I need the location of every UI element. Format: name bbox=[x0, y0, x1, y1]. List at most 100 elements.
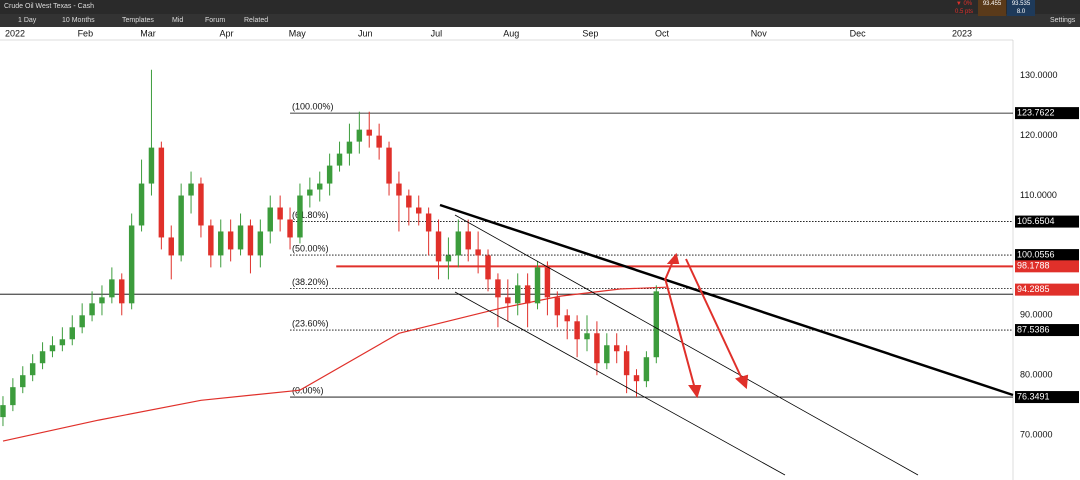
candles bbox=[0, 69, 660, 427]
candle-body bbox=[554, 297, 561, 316]
price-label-box bbox=[1015, 215, 1079, 228]
candle-body bbox=[465, 231, 471, 250]
candle-body bbox=[653, 291, 660, 358]
arrow bbox=[664, 277, 696, 390]
templates-button[interactable]: Templates bbox=[122, 17, 154, 24]
candle-body bbox=[49, 345, 56, 352]
candle-body bbox=[79, 315, 85, 328]
candle-body bbox=[247, 225, 254, 256]
arrow-head bbox=[688, 385, 702, 399]
x-tick-label: May bbox=[289, 28, 307, 38]
y-tick-label: 80.0000 bbox=[1020, 370, 1053, 380]
candle-body bbox=[643, 357, 650, 382]
x-tick-label: Dec bbox=[850, 28, 867, 38]
price-label: 98.1788 bbox=[1017, 261, 1050, 271]
price-label: 100.0556 bbox=[1017, 249, 1055, 259]
x-tick-label: 2023 bbox=[952, 28, 972, 38]
price-label: 87.5386 bbox=[1017, 324, 1050, 334]
change: ▼ 0% 0.5 pts bbox=[952, 0, 976, 16]
candle-body bbox=[613, 345, 620, 352]
x-tick-label: Sep bbox=[582, 28, 598, 38]
price-label: 76.3491 bbox=[1017, 391, 1050, 401]
fib-label: (23.60%) bbox=[292, 318, 329, 328]
candle-body bbox=[29, 363, 36, 376]
price-label: 105.6504 bbox=[1017, 216, 1055, 226]
ask[interactable]: 93.535 8.0 bbox=[1007, 0, 1035, 16]
candle-body bbox=[257, 231, 264, 256]
candle-body bbox=[386, 147, 392, 184]
candle-body bbox=[109, 279, 115, 298]
candle-body bbox=[128, 225, 135, 304]
candle-body bbox=[455, 231, 462, 256]
candle-body bbox=[524, 285, 531, 304]
spread: 8.0 bbox=[1016, 9, 1026, 15]
price-label: 123.7622 bbox=[1017, 107, 1055, 117]
candle-body bbox=[425, 213, 432, 232]
price-label-box bbox=[1015, 107, 1079, 120]
candle-body bbox=[544, 267, 551, 298]
channel-line bbox=[454, 291, 786, 476]
candle-body bbox=[297, 195, 303, 238]
x-tick-label: Nov bbox=[751, 28, 768, 38]
candle-body bbox=[534, 267, 541, 304]
settings-button[interactable]: Settings bbox=[1050, 17, 1076, 24]
fib-label: (38.20%) bbox=[292, 277, 329, 287]
button-row: 1 Day 10 Months Templates Mid Forum Rela… bbox=[0, 14, 1080, 27]
candle-body bbox=[514, 285, 521, 304]
candle-body bbox=[406, 195, 412, 208]
candle-body bbox=[89, 303, 95, 316]
change-pct: ▼ 0% bbox=[955, 1, 973, 7]
related-button[interactable]: Related bbox=[244, 17, 269, 24]
drawings: (100.00%) (61.80%) (50.00%) (38.20%) (23.60%… bbox=[0, 101, 1013, 442]
candle-body bbox=[416, 207, 422, 214]
price-label: 94.2885 bbox=[1017, 284, 1050, 294]
channel-line bbox=[454, 214, 919, 476]
candle-body bbox=[10, 387, 16, 406]
forum-button[interactable]: Forum bbox=[205, 17, 226, 24]
candle-body bbox=[604, 345, 610, 364]
range-button[interactable]: 10 Months bbox=[62, 17, 95, 24]
x-tick-label: Feb bbox=[78, 28, 94, 38]
arrows bbox=[664, 252, 749, 399]
candle-body bbox=[267, 207, 273, 232]
candle-body bbox=[505, 297, 511, 304]
x-tick-label: Apr bbox=[219, 28, 233, 38]
arrow-head bbox=[734, 374, 749, 390]
candle-body bbox=[495, 279, 501, 298]
mid-button[interactable]: Mid bbox=[172, 17, 184, 24]
x-tick-label: Mar bbox=[140, 28, 156, 38]
arrow bbox=[685, 258, 743, 380]
candle-body bbox=[237, 225, 244, 250]
candle-body bbox=[594, 333, 600, 364]
candle-body bbox=[208, 225, 214, 256]
toolbar: Crude Oil West Texas - Cash 1 Day 10 Mon… bbox=[0, 0, 1080, 27]
trend-line bbox=[439, 203, 1014, 397]
candle-body bbox=[39, 351, 46, 364]
y-tick-label: 130.0000 bbox=[1020, 70, 1058, 80]
bid[interactable]: 93.455 bbox=[978, 0, 1006, 16]
x-tick-label: Aug bbox=[503, 28, 519, 38]
candle-body bbox=[20, 375, 26, 388]
change-pts: 0.5 pts bbox=[954, 9, 973, 15]
instrument[interactable]: Crude Oil West Texas - Cash bbox=[4, 3, 94, 10]
fib-label: (50.00%) bbox=[292, 243, 329, 253]
candle-body bbox=[0, 405, 6, 418]
fib-label: (61.80%) bbox=[292, 210, 329, 220]
candle-body bbox=[218, 231, 224, 256]
moving-average bbox=[2, 286, 667, 442]
candle-body bbox=[376, 135, 382, 148]
bid-price: 93.455 bbox=[982, 1, 1002, 7]
candle-body bbox=[633, 375, 640, 382]
chart: (100.00%) (61.80%) (50.00%) (38.20%) (23.60%… bbox=[0, 27, 1080, 480]
candle-body bbox=[168, 237, 174, 256]
candle-body bbox=[366, 129, 372, 136]
candle-body bbox=[317, 183, 323, 190]
candle-body bbox=[485, 255, 491, 280]
price-label-box bbox=[1015, 324, 1079, 337]
interval-button[interactable]: 1 Day bbox=[18, 17, 37, 24]
candle-body bbox=[148, 147, 155, 184]
fib-label: (100.00%) bbox=[292, 101, 334, 111]
candle-body bbox=[69, 327, 75, 340]
candle-body bbox=[574, 321, 580, 340]
